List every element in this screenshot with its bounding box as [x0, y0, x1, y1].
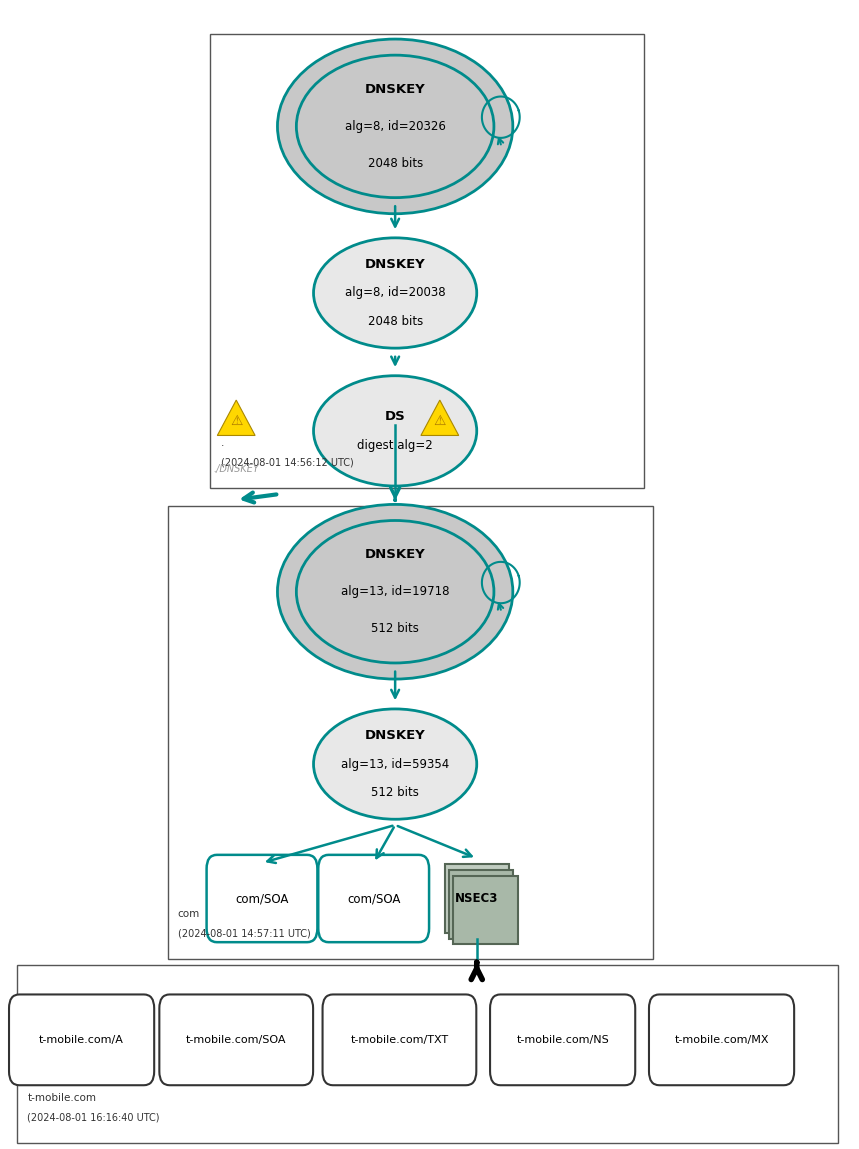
Text: (2024-08-01 16:16:40 UTC): (2024-08-01 16:16:40 UTC)	[27, 1112, 160, 1123]
FancyBboxPatch shape	[168, 506, 653, 959]
Text: digest alg=2: digest alg=2	[357, 439, 433, 452]
Text: alg=13, id=59354: alg=13, id=59354	[341, 757, 449, 771]
Text: t-mobile.com: t-mobile.com	[27, 1093, 96, 1103]
Ellipse shape	[296, 520, 494, 663]
Text: com/SOA: com/SOA	[235, 892, 289, 905]
Text: 2048 bits: 2048 bits	[368, 157, 423, 170]
Text: .: .	[221, 438, 224, 448]
Text: (2024-08-01 14:56:12 UTC): (2024-08-01 14:56:12 UTC)	[221, 457, 354, 468]
FancyBboxPatch shape	[649, 994, 794, 1085]
FancyBboxPatch shape	[323, 994, 476, 1085]
Text: ⚠: ⚠	[434, 414, 446, 427]
FancyBboxPatch shape	[318, 855, 429, 942]
FancyBboxPatch shape	[206, 855, 318, 942]
Text: alg=8, id=20326: alg=8, id=20326	[344, 119, 446, 133]
Text: t-mobile.com/SOA: t-mobile.com/SOA	[186, 1035, 286, 1044]
Ellipse shape	[277, 504, 513, 679]
Text: DS: DS	[385, 410, 405, 423]
Text: alg=8, id=20038: alg=8, id=20038	[344, 286, 446, 300]
Text: alg=13, id=19718: alg=13, id=19718	[341, 585, 449, 599]
FancyBboxPatch shape	[490, 994, 636, 1085]
FancyBboxPatch shape	[210, 34, 644, 488]
Polygon shape	[217, 400, 255, 435]
Text: DNSKEY: DNSKEY	[365, 548, 425, 561]
Text: t-mobile.com/A: t-mobile.com/A	[40, 1035, 124, 1044]
Text: ⚠: ⚠	[230, 414, 242, 427]
Ellipse shape	[314, 709, 477, 819]
Text: NSEC3: NSEC3	[455, 892, 498, 905]
Text: 512 bits: 512 bits	[371, 623, 419, 635]
FancyBboxPatch shape	[454, 876, 517, 944]
Text: 512 bits: 512 bits	[371, 786, 419, 800]
Text: t-mobile.com/NS: t-mobile.com/NS	[516, 1035, 609, 1044]
Text: 2048 bits: 2048 bits	[368, 315, 423, 329]
FancyBboxPatch shape	[17, 965, 838, 1143]
Text: (2024-08-01 14:57:11 UTC): (2024-08-01 14:57:11 UTC)	[178, 928, 311, 939]
Text: com/SOA: com/SOA	[347, 892, 400, 905]
Text: DNSKEY: DNSKEY	[365, 83, 425, 95]
FancyBboxPatch shape	[445, 864, 509, 933]
FancyBboxPatch shape	[160, 994, 313, 1085]
Polygon shape	[421, 400, 459, 435]
Text: t-mobile.com/MX: t-mobile.com/MX	[674, 1035, 769, 1044]
Ellipse shape	[314, 238, 477, 348]
Ellipse shape	[296, 55, 494, 198]
Text: DNSKEY: DNSKEY	[365, 257, 425, 271]
Text: com: com	[178, 909, 200, 919]
Text: t-mobile.com/TXT: t-mobile.com/TXT	[350, 1035, 448, 1044]
Text: DNSKEY: DNSKEY	[365, 728, 425, 742]
Ellipse shape	[277, 39, 513, 214]
FancyBboxPatch shape	[9, 994, 155, 1085]
Text: ./DNSKEY: ./DNSKEY	[213, 464, 259, 475]
Ellipse shape	[314, 376, 477, 486]
FancyBboxPatch shape	[449, 870, 514, 939]
